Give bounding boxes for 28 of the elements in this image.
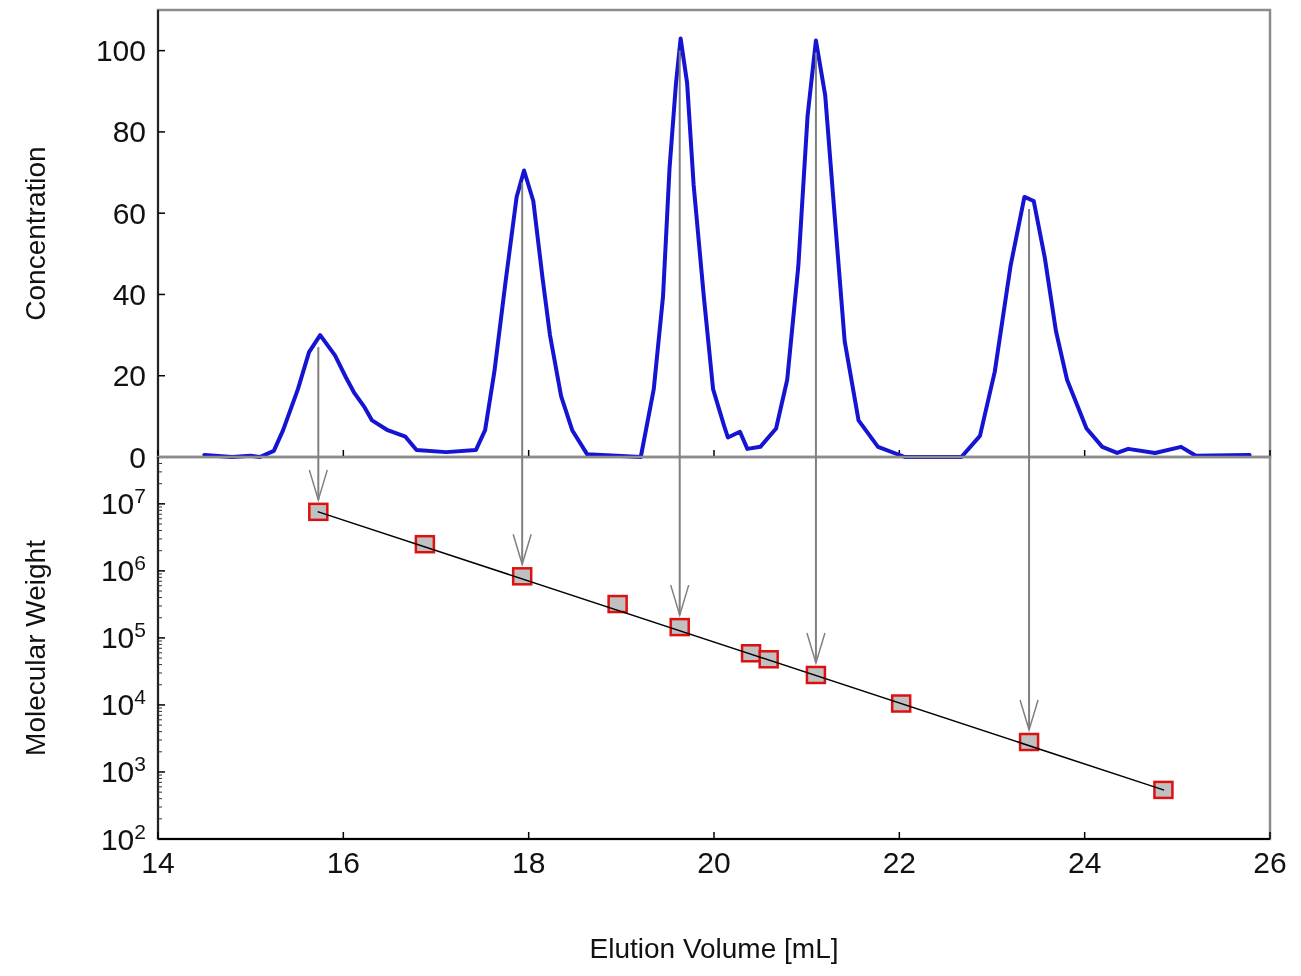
- point: [758, 650, 779, 669]
- point: [511, 567, 533, 586]
- y-tick-label: 10$^{3}$: [100, 751, 146, 789]
- y-tick-label: 100: [95, 34, 146, 68]
- x-tick-label: 18: [511, 846, 546, 879]
- y-tick-label: 10$^{4}$: [100, 684, 147, 722]
- line-series: [202, 36, 1252, 459]
- y-axis-title: Concentration: [20, 146, 51, 321]
- x-tick-label: 22: [882, 846, 917, 879]
- y-tick-label: 40: [112, 277, 146, 311]
- y-tick-label: 10$^{6}$: [100, 550, 146, 588]
- y-tick-label: 60: [112, 196, 146, 230]
- y-tick-label: 10$^{7}$: [100, 483, 146, 521]
- x-tick-label: 20: [697, 846, 731, 879]
- x-tick-label: 24: [1067, 846, 1102, 879]
- x-tick-label: 16: [326, 846, 361, 879]
- x-tick-label: 26: [1253, 846, 1287, 879]
- point: [607, 594, 628, 614]
- point: [308, 502, 329, 522]
- point: [1153, 780, 1174, 800]
- y-axis-title: Molecular Weight: [20, 539, 51, 756]
- point: [669, 617, 690, 637]
- y-tick-label: 0: [129, 440, 146, 474]
- y-tick-label: 20: [112, 359, 146, 393]
- y-tick-label: 10$^{5}$: [100, 617, 146, 655]
- y-tick-label: 80: [112, 115, 146, 149]
- point: [890, 694, 912, 713]
- x-axis-title: Elution Volume [mL]: [589, 933, 839, 964]
